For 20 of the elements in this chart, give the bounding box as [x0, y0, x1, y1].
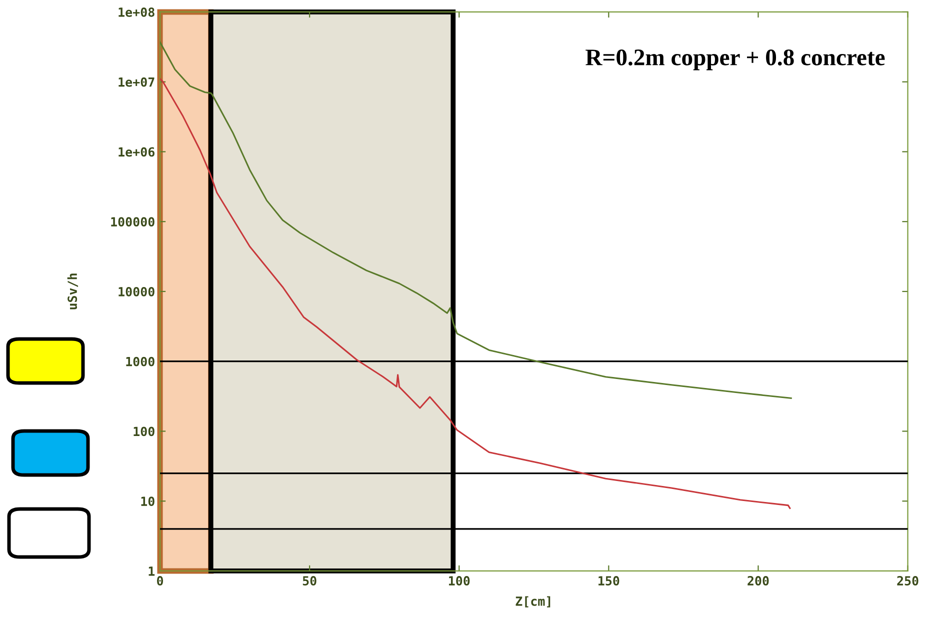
x-tick-label: 100	[448, 576, 470, 586]
y-tick-label: 1e+06	[118, 147, 154, 157]
x-tick-label: 250	[897, 576, 918, 586]
y-tick-label: 10000	[118, 286, 154, 296]
line-series	[160, 41, 792, 399]
x-tick-label: 0	[157, 576, 164, 586]
y-tick-label: 1e+08	[118, 7, 154, 17]
y-tick-label: 1000	[126, 356, 154, 366]
x-tick-label: 200	[748, 576, 769, 586]
y-tick-label: 100	[134, 426, 154, 436]
x-tick-label: 150	[598, 576, 620, 586]
line-series	[160, 78, 791, 510]
x-tick-label: 50	[302, 576, 316, 586]
y-tick-label: 1	[148, 566, 155, 576]
x-axis-title: Z[cm]	[516, 596, 550, 608]
y-tick-label: 100000	[111, 217, 154, 227]
y-axis-title: uSv/h	[67, 274, 78, 310]
y-tick-label: 1e+07	[118, 77, 154, 87]
annotation: R=0.2m copper + 0.8 concrete	[586, 49, 885, 70]
y-tick-label: 10	[141, 496, 154, 506]
